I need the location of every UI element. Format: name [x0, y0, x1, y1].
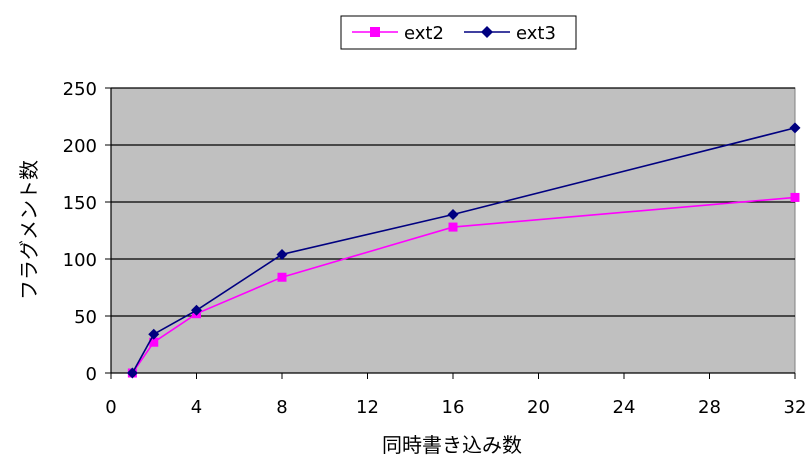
y-tick-label-200: 200: [63, 136, 97, 157]
point-ext2-3: [277, 272, 287, 282]
legend: ext2 ext3: [340, 15, 577, 50]
legend-label-ext3: ext3: [516, 23, 556, 44]
point-ext3-4: [447, 209, 459, 221]
point-ext3-5: [789, 122, 801, 134]
series-line-ext2: [131, 196, 796, 374]
legend-label-ext2: ext2: [404, 23, 444, 44]
x-tick-label-12: 12: [356, 397, 379, 418]
legend-item-ext2: ext2: [352, 23, 444, 44]
point-ext3-1: [148, 328, 160, 340]
point-ext3-2: [191, 304, 202, 316]
point-ext3-3: [276, 248, 288, 260]
x-axis-title: 同時書き込み数: [382, 433, 522, 457]
x-tick-label-20: 20: [527, 397, 550, 418]
series-line-ext3: [131, 127, 796, 374]
x-tick-label-32: 32: [784, 397, 807, 418]
y-tick-label-50: 50: [74, 307, 97, 328]
y-tick-label-100: 100: [63, 250, 97, 271]
point-ext2-1: [149, 337, 159, 347]
x-tick-label-4: 4: [191, 397, 202, 418]
x-tick-label-16: 16: [442, 397, 465, 418]
y-tick-label-150: 150: [63, 193, 97, 214]
point-ext3-0: [126, 367, 138, 379]
point-ext2-5: [790, 192, 800, 202]
x-tick-label-0: 0: [105, 397, 116, 418]
y-tick-label-0: 0: [86, 364, 97, 385]
y-tick-label-250: 250: [63, 79, 97, 100]
x-axis-ticks: 0 4 8 12 16 20 24 28 32: [105, 88, 806, 418]
series-layer: [126, 122, 801, 379]
gridlines: [111, 87, 795, 317]
x-tick-label-28: 28: [698, 397, 721, 418]
y-axis-title: フラグメント数: [17, 160, 41, 300]
series-ext3: [126, 122, 801, 379]
y-axis-ticks: 0 50 100 150 200 250: [63, 79, 111, 385]
point-ext2-4: [448, 222, 458, 232]
x-tick-label-8: 8: [276, 397, 287, 418]
x-tick-label-24: 24: [613, 397, 636, 418]
legend-marker-ext2: [370, 27, 380, 37]
legend-item-ext3: ext3: [464, 23, 556, 44]
legend-marker-ext3: [481, 26, 493, 38]
